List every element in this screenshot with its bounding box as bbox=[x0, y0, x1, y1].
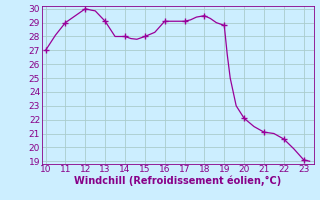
X-axis label: Windchill (Refroidissement éolien,°C): Windchill (Refroidissement éolien,°C) bbox=[74, 176, 281, 186]
